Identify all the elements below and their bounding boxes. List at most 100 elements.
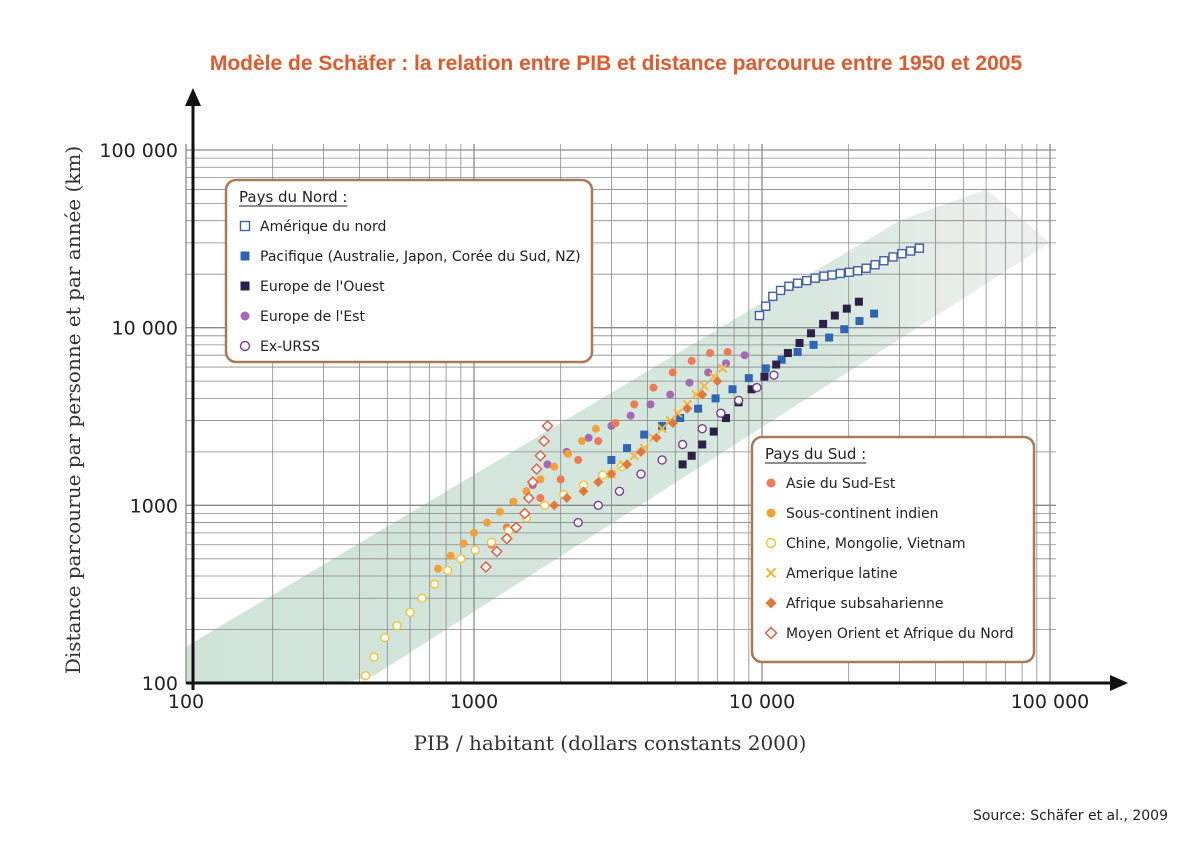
- data-point: [594, 437, 603, 446]
- legend-item: Europe de l'Est: [240, 309, 366, 325]
- data-point: [666, 390, 675, 399]
- legend-item: Afrique subsaharienne: [765, 596, 943, 612]
- data-point: [879, 256, 889, 266]
- data-point: [541, 419, 554, 432]
- data-point: [685, 378, 694, 387]
- data-point: [835, 268, 845, 279]
- data-point: [855, 317, 864, 326]
- data-point: [470, 528, 478, 537]
- data-point: [578, 486, 589, 497]
- data-point: [563, 449, 572, 458]
- data-point: [819, 271, 829, 281]
- legend-item: Moyen Orient et Afrique du Nord: [764, 626, 1014, 642]
- y-tick-labels: 100 1000 10 000 100 000: [99, 140, 178, 695]
- data-point: [606, 469, 617, 480]
- legend-label: Chine, Mongolie, Vietnam: [786, 536, 966, 552]
- data-point: [593, 477, 604, 488]
- data-point: [459, 539, 468, 548]
- data-point: [694, 404, 703, 413]
- data-point: [793, 347, 802, 356]
- x-tick-labels: 100 1000 10 000 100 000: [168, 691, 1089, 713]
- axes: [185, 88, 1128, 691]
- data-point: [561, 492, 572, 503]
- data-point: [775, 285, 786, 296]
- data-point: [490, 545, 503, 558]
- data-point: [629, 451, 639, 461]
- data-point: [784, 281, 794, 291]
- data-point: [442, 565, 453, 576]
- data-point: [691, 389, 701, 400]
- data-point: [538, 435, 550, 448]
- legend-item: Europe de l'Ouest: [240, 279, 385, 295]
- data-point: [678, 460, 687, 469]
- data-point: [635, 446, 646, 457]
- data-point: [677, 439, 688, 450]
- legend-marker: [240, 281, 250, 291]
- data-point: [611, 419, 620, 428]
- y-axis-arrow: [185, 88, 201, 106]
- data-point: [687, 356, 696, 365]
- data-point: [687, 451, 696, 460]
- data-point: [550, 462, 559, 471]
- data-point: [667, 418, 678, 429]
- legend-label: Amerique latine: [786, 566, 898, 582]
- data-point: [699, 381, 709, 391]
- data-point: [722, 414, 731, 423]
- data-point: [706, 349, 715, 358]
- data-point: [549, 500, 560, 511]
- legend-marker: [766, 478, 776, 488]
- data-point: [360, 670, 371, 681]
- data-point: [768, 291, 778, 302]
- data-point: [807, 329, 816, 338]
- x-tick-label: 100 000: [1011, 691, 1090, 713]
- data-point: [795, 338, 804, 347]
- data-point: [905, 246, 916, 256]
- data-point: [722, 359, 731, 368]
- data-point: [573, 517, 583, 528]
- legend-label: Moyen Orient et Afrique du Nord: [786, 626, 1014, 642]
- legend-marker: [765, 567, 777, 579]
- data-point: [530, 463, 543, 476]
- source-note: Source: Schäfer et al., 2009: [972, 808, 1168, 824]
- data-point: [854, 297, 863, 306]
- chart-title: Modèle de Schäfer : la relation entre PI…: [210, 52, 1023, 75]
- y-tick-label: 100 000: [99, 140, 178, 162]
- data-point: [614, 486, 625, 496]
- data-point: [522, 491, 535, 504]
- data-point: [658, 421, 667, 430]
- data-point: [479, 560, 492, 573]
- data-point: [657, 455, 667, 465]
- series-9: [549, 376, 723, 511]
- data-point: [783, 349, 792, 358]
- data-point: [897, 248, 907, 259]
- data-points: [360, 243, 925, 681]
- data-point: [574, 455, 583, 464]
- data-point: [760, 372, 769, 381]
- data-point: [657, 423, 667, 434]
- data-point: [607, 455, 616, 464]
- legend-label: Europe de l'Ouest: [260, 279, 385, 295]
- legend-title: Pays du Sud :: [765, 445, 866, 463]
- data-point: [840, 325, 849, 334]
- data-point: [649, 383, 658, 392]
- data-point: [584, 433, 593, 442]
- y-tick-label: 10 000: [112, 318, 178, 340]
- data-point: [809, 340, 818, 349]
- data-point: [556, 475, 565, 484]
- data-point: [434, 564, 443, 573]
- data-point: [802, 275, 812, 286]
- data-point: [728, 385, 737, 394]
- data-point: [429, 579, 440, 589]
- legend-marker: [240, 251, 250, 261]
- data-point: [417, 593, 427, 603]
- data-point: [577, 437, 586, 446]
- data-point: [536, 475, 545, 484]
- data-point: [636, 469, 646, 479]
- series-6: [434, 424, 600, 573]
- data-point: [380, 632, 390, 643]
- data-point: [369, 652, 379, 662]
- data-point: [733, 395, 744, 406]
- data-point: [626, 411, 635, 420]
- data-point: [640, 430, 649, 439]
